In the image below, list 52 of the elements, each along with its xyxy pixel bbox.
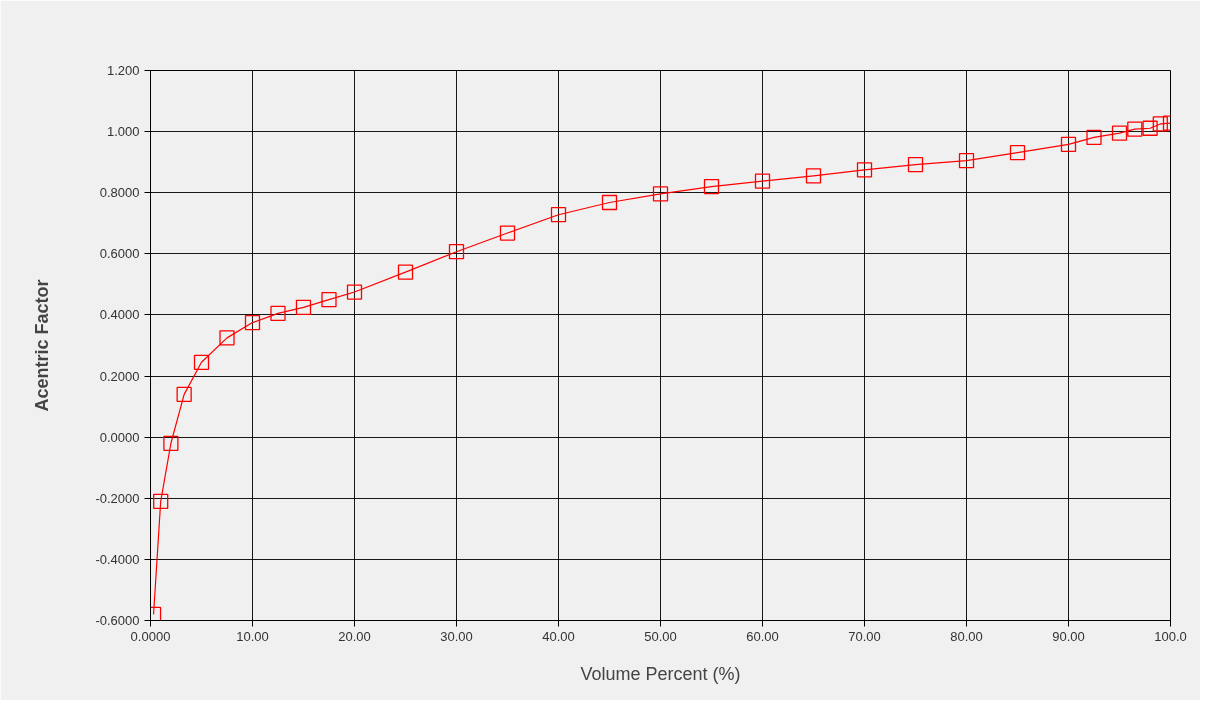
point	[153, 493, 169, 509]
x-tick-label: 80.00	[950, 628, 983, 644]
y-tick-label: -0.2000	[95, 490, 140, 506]
y-tick-label: -0.4000	[95, 551, 140, 567]
y-tick-label: 0.0000	[99, 429, 140, 445]
y-tick-label: 0.2000	[99, 368, 140, 384]
point	[244, 314, 261, 331]
point	[856, 162, 873, 178]
point	[550, 207, 567, 223]
point	[270, 305, 286, 322]
point	[321, 292, 337, 308]
point	[397, 264, 414, 280]
point	[295, 299, 312, 315]
x-tick-label: 50.00	[644, 628, 677, 644]
x-tick-label: 70.00	[848, 628, 881, 644]
y-tick-label: 0.4000	[99, 307, 140, 323]
y-tick-label: 0.8000	[99, 185, 140, 201]
point	[176, 386, 192, 403]
point	[163, 435, 179, 451]
x-tick-label: 0.0000	[130, 628, 171, 644]
y-tick-label: 1.200	[106, 63, 140, 78]
x-tick-label: 90.00	[1052, 628, 1085, 644]
x-tick-label: 10.00	[236, 628, 269, 644]
point	[193, 354, 210, 370]
x-axis-title: Volume Percent (%)	[580, 663, 741, 684]
point	[1152, 116, 1168, 132]
y-tick-label: 0.6000	[99, 246, 140, 262]
point	[703, 178, 720, 195]
x-tick-label: 60.00	[746, 628, 779, 644]
y-tick-label: 1.000	[106, 124, 140, 140]
point	[1111, 125, 1128, 141]
x-tick-label: 20.00	[338, 628, 371, 644]
y-tick-label: -0.6000	[95, 613, 140, 628]
x-tick-label: 30.00	[440, 628, 473, 644]
point	[907, 156, 924, 173]
point	[958, 152, 975, 169]
x-tick-label: 100.0	[1154, 628, 1187, 644]
point	[754, 173, 771, 189]
point	[1060, 136, 1077, 153]
point	[448, 244, 465, 260]
point	[1009, 145, 1026, 161]
point	[346, 284, 363, 300]
point	[219, 330, 235, 346]
x-tick-label: 40.00	[542, 628, 575, 644]
point	[652, 186, 669, 202]
y-axis-title: Acentric Factor	[32, 279, 53, 412]
point	[1142, 120, 1158, 136]
point	[601, 194, 618, 211]
point	[499, 225, 516, 241]
point	[1127, 121, 1143, 137]
point	[1086, 129, 1102, 146]
point	[805, 168, 822, 184]
